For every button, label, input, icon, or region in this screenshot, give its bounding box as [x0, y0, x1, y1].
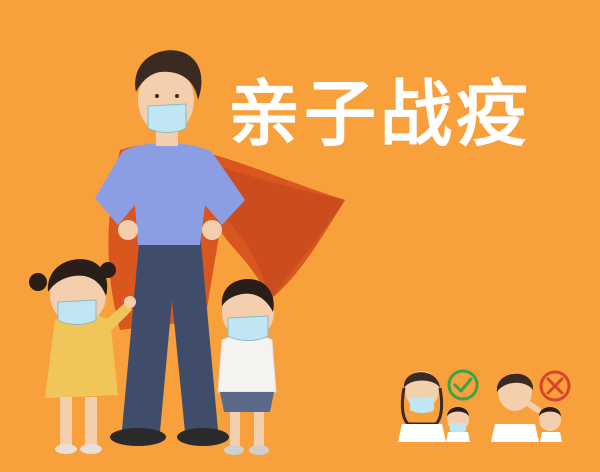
incorrect-mask-example: [491, 373, 562, 442]
boy-mask: [227, 315, 269, 341]
correct-mask-check-icon: [447, 369, 479, 401]
girl-hair: [47, 259, 108, 296]
boy-hair: [221, 279, 274, 312]
father-sweater: [95, 143, 245, 245]
girl-mask: [57, 299, 97, 325]
father-mask: [147, 103, 187, 133]
incorrect-mask-cross-icon: [539, 370, 571, 402]
father-hair: [135, 50, 202, 100]
father-shoe-right: [177, 428, 229, 446]
correct-mask-example: [398, 371, 470, 442]
father-shoe-left: [110, 428, 166, 446]
boy-shirt: [217, 333, 277, 393]
poster-title: 亲子战疫: [228, 72, 533, 156]
father-jeans: [122, 232, 218, 432]
